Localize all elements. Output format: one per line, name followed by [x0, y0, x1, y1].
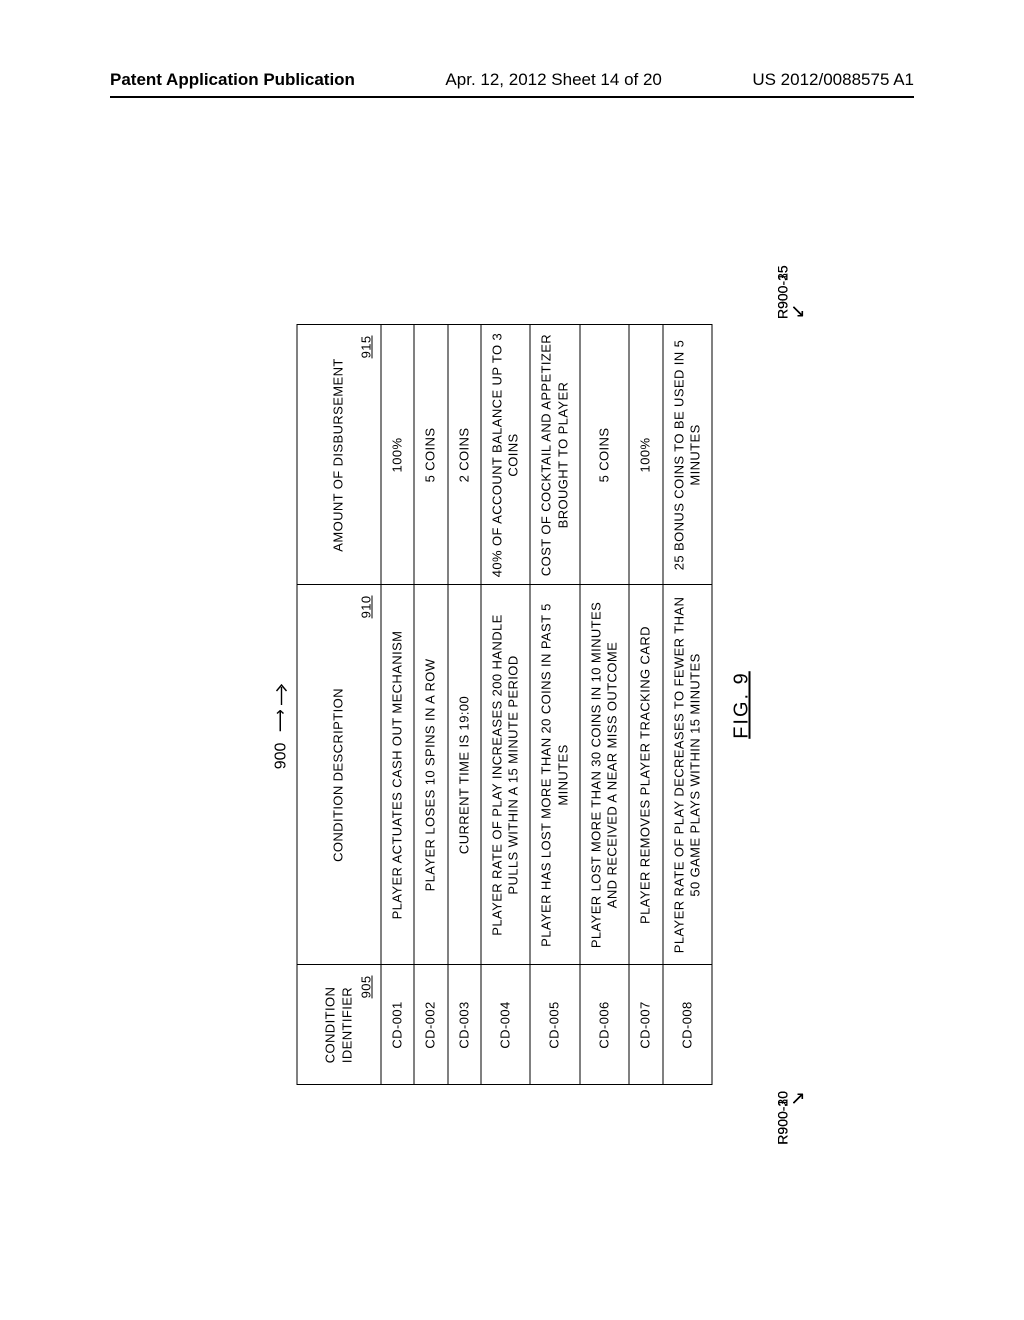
- cell-amount: COST OF COCKTAIL AND APPETIZER BROUGHT T…: [530, 325, 580, 585]
- cell-amount: 5 COINS: [414, 325, 447, 585]
- cell-description: PLAYER LOSES 10 SPINS IN A ROW: [414, 585, 447, 965]
- cell-amount: 2 COINS: [448, 325, 481, 585]
- col-header-description: CONDITION DESCRIPTION 910: [297, 585, 381, 965]
- arrow-icon: ⟶: [271, 709, 291, 732]
- table-row: CD-004PLAYER RATE OF PLAY INCREASES 200 …: [481, 325, 531, 1085]
- cell-description: PLAYER RATE OF PLAY INCREASES 200 HANDLE…: [481, 585, 531, 965]
- table-header-row: CONDITION IDENTIFIER 905 CONDITION DESCR…: [297, 325, 381, 1085]
- figure-rotated: 900 ⟶ R900-10↘R900-20↘R900-30↘R900-15↙R9…: [271, 205, 754, 1205]
- cell-description: CURRENT TIME IS 19:00: [448, 585, 481, 965]
- row-callout: R900-30↘: [775, 1091, 807, 1181]
- col-header-amount: AMOUNT OF DISBURSEMENT 915: [297, 325, 381, 585]
- figure-wrap: 900 ⟶ R900-10↘R900-20↘R900-30↘R900-15↙R9…: [0, 180, 1024, 1230]
- cell-amount: 5 COINS: [580, 325, 630, 585]
- table-row: CD-008PLAYER RATE OF PLAY DECREASES TO F…: [663, 325, 713, 1085]
- table-head: CONDITION IDENTIFIER 905 CONDITION DESCR…: [297, 325, 381, 1085]
- cell-amount: 25 BONUS COINS TO BE USED IN 5 MINUTES: [663, 325, 713, 585]
- cell-description: PLAYER ACTUATES CASH OUT MECHANISM: [381, 585, 414, 965]
- cell-amount: 100%: [629, 325, 662, 585]
- cell-identifier: CD-001: [381, 965, 414, 1085]
- col-ref-915: 915: [358, 336, 374, 359]
- table-row: CD-006PLAYER LOST MORE THAN 30 COINS IN …: [580, 325, 630, 1085]
- table-row: CD-001PLAYER ACTUATES CASH OUT MECHANISM…: [381, 325, 414, 1085]
- figure-ref-900: 900 ⟶: [271, 225, 291, 1225]
- cell-identifier: CD-006: [580, 965, 630, 1085]
- col-header-description-label: CONDITION DESCRIPTION: [331, 688, 346, 862]
- cell-description: PLAYER RATE OF PLAY DECREASES TO FEWER T…: [663, 585, 713, 965]
- cell-description: PLAYER REMOVES PLAYER TRACKING CARD: [629, 585, 662, 965]
- header-mid: Apr. 12, 2012 Sheet 14 of 20: [445, 70, 661, 90]
- page-header: Patent Application Publication Apr. 12, …: [0, 70, 1024, 98]
- table-block: R900-10↘R900-20↘R900-30↘R900-15↙R900-25↙…: [297, 205, 713, 1205]
- table-row: CD-002PLAYER LOSES 10 SPINS IN A ROW5 CO…: [414, 325, 447, 1085]
- callout-arrow-icon: ↘: [788, 1091, 808, 1106]
- figure-caption-text: FIG. 9: [731, 671, 753, 739]
- cell-amount: 40% OF ACCOUNT BALANCE UP TO 3 COINS: [481, 325, 531, 585]
- header-right: US 2012/0088575 A1: [752, 70, 914, 90]
- figure-ref-label: 900: [273, 743, 290, 770]
- cell-identifier: CD-004: [481, 965, 531, 1085]
- cell-identifier: CD-005: [530, 965, 580, 1085]
- col-ref-905: 905: [358, 976, 374, 999]
- arrowhead-icon: [274, 681, 288, 705]
- header-left: Patent Application Publication: [110, 70, 355, 90]
- cell-identifier: CD-007: [629, 965, 662, 1085]
- callout-arrow-icon: ↙: [788, 304, 808, 319]
- col-ref-910: 910: [358, 596, 374, 619]
- cell-identifier: CD-002: [414, 965, 447, 1085]
- cell-identifier: CD-003: [448, 965, 481, 1085]
- cell-amount: 100%: [381, 325, 414, 585]
- header-row: Patent Application Publication Apr. 12, …: [110, 70, 914, 90]
- table-row: CD-007PLAYER REMOVES PLAYER TRACKING CAR…: [629, 325, 662, 1085]
- table-row: CD-005PLAYER HAS LOST MORE THAN 20 COINS…: [530, 325, 580, 1085]
- figure-caption: FIG. 9: [731, 205, 754, 1205]
- row-callout: R900-35↙: [775, 229, 807, 319]
- header-rule: [110, 96, 914, 98]
- cell-description: PLAYER HAS LOST MORE THAN 20 COINS IN PA…: [530, 585, 580, 965]
- col-header-identifier-label: CONDITION IDENTIFIER: [323, 987, 354, 1064]
- table-body: CD-001PLAYER ACTUATES CASH OUT MECHANISM…: [381, 325, 712, 1085]
- page: Patent Application Publication Apr. 12, …: [0, 0, 1024, 1320]
- table-row: CD-003CURRENT TIME IS 19:002 COINS: [448, 325, 481, 1085]
- cell-description: PLAYER LOST MORE THAN 30 COINS IN 10 MIN…: [580, 585, 630, 965]
- col-header-amount-label: AMOUNT OF DISBURSEMENT: [331, 358, 346, 551]
- condition-table: CONDITION IDENTIFIER 905 CONDITION DESCR…: [297, 325, 713, 1086]
- col-header-identifier: CONDITION IDENTIFIER 905: [297, 965, 381, 1085]
- cell-identifier: CD-008: [663, 965, 713, 1085]
